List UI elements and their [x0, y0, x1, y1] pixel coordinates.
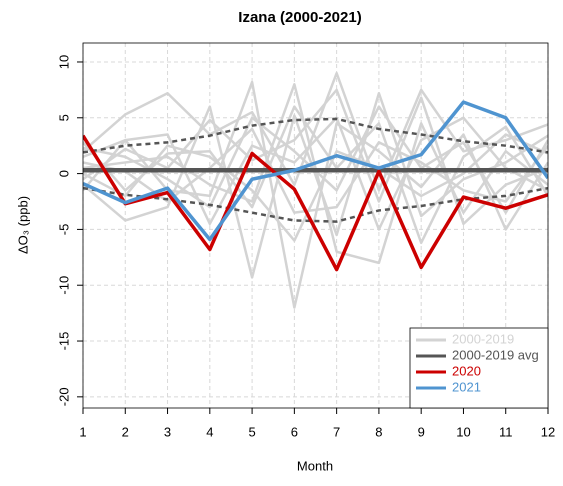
history-line [83, 88, 548, 226]
y-tick-label: 5 [56, 114, 71, 121]
x-tick-label: 3 [164, 424, 171, 439]
y-tick-label: -20 [56, 387, 71, 406]
x-tick-label: 11 [499, 424, 513, 439]
y-tick-label: -15 [56, 332, 71, 351]
y-tick-label: -10 [56, 276, 71, 295]
x-tick-label: 6 [291, 424, 298, 439]
legend-label: 2021 [452, 379, 481, 394]
series-line [83, 134, 548, 272]
y-tick-label: -5 [56, 224, 71, 236]
y-axis-label: ΔO₃ (ppb) [15, 196, 30, 254]
x-tick-label: 10 [456, 424, 470, 439]
x-tick-label: 12 [541, 424, 555, 439]
x-axis-label: Month [297, 458, 333, 473]
envelope-upper [83, 117, 548, 154]
series-line [83, 100, 548, 242]
y-tick-label: 10 [56, 55, 71, 69]
history-line [83, 91, 548, 279]
y-tick-label: 0 [56, 170, 71, 177]
x-tick-label: 9 [418, 424, 425, 439]
legend-label: 2000-2019 avg [452, 347, 539, 362]
x-tick-label: 8 [375, 424, 382, 439]
history-line [83, 116, 548, 231]
plot-frame [82, 42, 549, 409]
x-tick-label: 7 [333, 424, 340, 439]
history-line [83, 133, 548, 242]
envelope-lower [83, 186, 548, 223]
x-tick-label: 1 [79, 424, 86, 439]
x-tick-label: 4 [206, 424, 213, 439]
x-tick-label: 5 [248, 424, 255, 439]
plot-area [83, 71, 548, 309]
history-line [83, 127, 548, 214]
legend-label: 2020 [452, 363, 481, 378]
legend-label: 2000-2019 [452, 331, 514, 346]
x-tick-label: 2 [122, 424, 129, 439]
chart-title: Izana (2000-2021) [238, 9, 361, 26]
